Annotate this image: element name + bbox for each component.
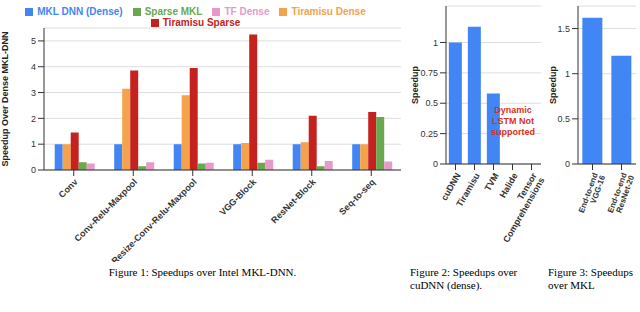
svg-text:0: 0	[433, 159, 438, 169]
html-text:Dynamic LSTM Not supported: Dynamic LSTM Not supported	[491, 105, 535, 137]
html-text:Figure 2: Speedups over cuDNN: Figure 2: Speedups over cuDNN (dense).	[410, 266, 518, 291]
svg-text:5: 5	[31, 36, 36, 46]
svg-text:VGG-Block: VGG-Block	[218, 176, 259, 217]
html-text:Figure 3: Speedups over MKL: Figure 3: Speedups over MKL	[548, 266, 633, 291]
html-text:Sparse MKL: Sparse MKL	[144, 6, 203, 17]
svg-text:0.5: 0.5	[425, 98, 438, 108]
svg-text:4: 4	[31, 62, 36, 72]
svg-text:End-to-endVGG-16: End-to-endVGG-16	[577, 171, 608, 217]
svg-text:1: 1	[433, 38, 438, 48]
svg-text:Speedup: Speedup	[410, 66, 420, 105]
svg-text:2: 2	[31, 114, 36, 124]
html-text:Tiramisu Sparse: Tiramisu Sparse	[162, 17, 241, 28]
svg-text:Tiramisu: Tiramisu	[454, 171, 481, 208]
svg-text:0: 0	[565, 159, 570, 169]
svg-text:Seq-to-seq: Seq-to-seq	[337, 177, 377, 217]
svg-text:End-to-endResNet-20: End-to-endResNet-20	[606, 171, 632, 217]
svg-text:Halide: Halide	[497, 171, 520, 200]
html-text:TF Dense: TF Dense	[224, 6, 270, 17]
svg-text:Conv: Conv	[57, 177, 80, 200]
svg-text:1: 1	[31, 139, 36, 149]
svg-text:Speedup Over Dense MKL-DNN: Speedup Over Dense MKL-DNN	[8, 31, 10, 166]
svg-text:ResNet-Block: ResNet-Block	[269, 176, 318, 225]
svg-text:Conv-Relu-Maxpool: Conv-Relu-Maxpool	[72, 177, 139, 244]
html-text:Figure 1: Speedups over Intel: Figure 1: Speedups over Intel MKL-DNN.	[108, 266, 297, 278]
svg-text:3: 3	[31, 88, 36, 98]
svg-text:cuDNN: cuDNN	[439, 171, 463, 203]
svg-text:0.75: 0.75	[420, 68, 438, 78]
svg-text:0.25: 0.25	[420, 129, 438, 139]
html-text:MKL DNN (Dense): MKL DNN (Dense)	[37, 6, 123, 17]
svg-text:Speedup: Speedup	[548, 66, 558, 105]
svg-text:Resize-Conv-Relu-Maxpool: Resize-Conv-Relu-Maxpool	[110, 177, 199, 262]
svg-text:0.5: 0.5	[557, 114, 570, 124]
svg-text:1: 1	[565, 69, 570, 79]
html-text:Tiramisu Dense: Tiramisu Dense	[291, 6, 366, 17]
svg-text:TensorComprehensions: TensorComprehensions	[493, 171, 545, 245]
svg-text:0: 0	[31, 165, 36, 175]
svg-text:TVM: TVM	[483, 171, 501, 192]
svg-text:1.5: 1.5	[557, 24, 570, 34]
